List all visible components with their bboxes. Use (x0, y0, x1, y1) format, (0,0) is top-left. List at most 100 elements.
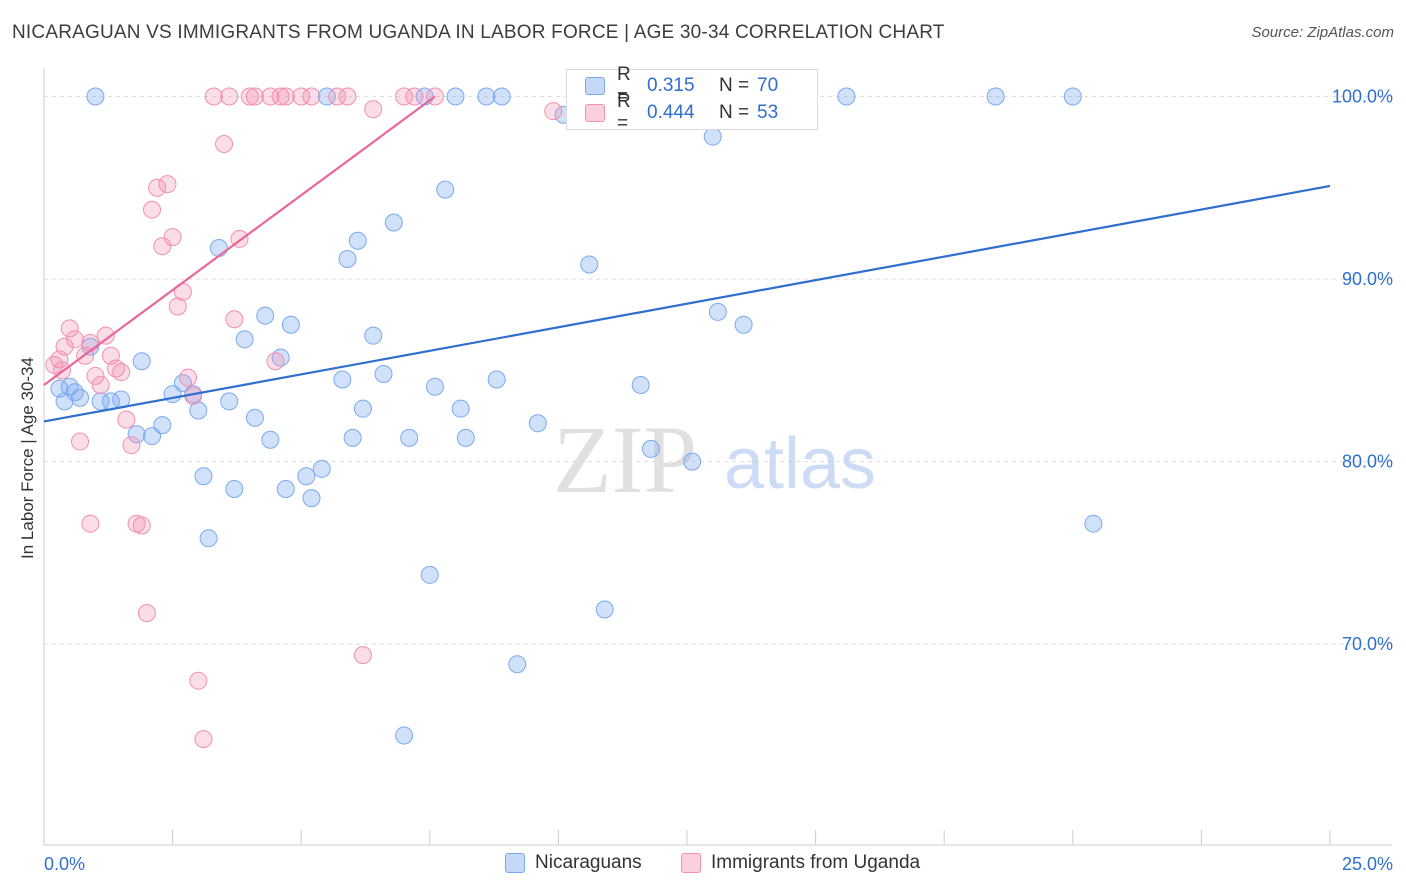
watermark: ZIP atlas (553, 406, 876, 513)
point-nicaraguans (173, 374, 192, 393)
point-uganda (91, 375, 110, 394)
legend-r-label: R = (617, 91, 631, 134)
point-nicaraguans (189, 401, 208, 420)
point-uganda (194, 730, 213, 749)
point-nicaraguans (343, 428, 362, 447)
legend-swatch-nicaraguans (505, 853, 525, 873)
point-uganda (60, 319, 79, 338)
point-uganda (179, 368, 198, 387)
point-uganda (112, 363, 131, 382)
legend-swatch-uganda (681, 853, 701, 873)
point-uganda (220, 87, 239, 106)
point-nicaraguans (425, 377, 444, 396)
point-uganda (81, 514, 100, 533)
point-nicaraguans (446, 87, 465, 106)
point-uganda (261, 87, 280, 106)
point-uganda (215, 134, 234, 153)
point-uganda (276, 87, 295, 106)
point-nicaraguans (302, 489, 321, 508)
point-nicaraguans (456, 428, 475, 447)
point-nicaraguans (256, 306, 275, 325)
point-nicaraguans (317, 87, 336, 106)
point-nicaraguans (477, 87, 496, 106)
point-uganda (292, 87, 311, 106)
legend-swatch-nicaraguans (585, 77, 605, 95)
point-uganda (266, 352, 285, 371)
point-nicaraguans (580, 255, 599, 274)
trend-line-uganda (43, 95, 436, 386)
legend-label-uganda: Immigrants from Uganda (711, 852, 921, 873)
point-nicaraguans (220, 392, 239, 411)
point-nicaraguans (528, 414, 547, 433)
correlation-legend: R = 0.315 N = 70 R = 0.444 N = 53 (566, 64, 818, 134)
point-nicaraguans (631, 375, 650, 394)
data-points (45, 87, 1103, 749)
point-uganda (271, 87, 290, 106)
point-nicaraguans (374, 365, 393, 383)
point-uganda (158, 175, 177, 194)
point-uganda (328, 87, 347, 106)
legend-r-value: 0.444 (647, 102, 695, 123)
point-uganda (245, 87, 264, 106)
legend-n-value: 53 (757, 102, 779, 123)
axes (43, 68, 1392, 846)
legend-row-uganda: R = 0.444 N = 53 (585, 91, 829, 134)
legend-row-nicaraguans: R = 0.315 N = 70 (585, 64, 829, 107)
point-uganda (405, 87, 424, 106)
point-nicaraguans (492, 87, 511, 106)
watermark-zip: ZIP (553, 406, 697, 513)
point-uganda (55, 337, 74, 356)
point-nicaraguans (595, 600, 614, 619)
point-nicaraguans (420, 565, 439, 584)
legend-swatch-uganda (585, 104, 605, 122)
point-nicaraguans (451, 399, 470, 418)
point-uganda (81, 333, 100, 352)
point-nicaraguans (708, 302, 727, 321)
point-nicaraguans (132, 352, 151, 371)
legend-n-label: N = (719, 102, 750, 123)
point-nicaraguans (508, 655, 527, 674)
point-nicaraguans (225, 480, 244, 499)
point-nicaraguans (436, 180, 455, 199)
y-tick-label: 80.0% (1342, 452, 1393, 472)
trend-lines (43, 95, 1331, 423)
point-nicaraguans (199, 529, 218, 548)
legend-n-value: 70 (757, 75, 779, 96)
point-nicaraguans (153, 416, 172, 435)
legend-item-nicaraguans: Nicaraguans (505, 852, 642, 874)
point-uganda (122, 436, 141, 455)
point-nicaraguans (986, 87, 1005, 106)
point-uganda (153, 237, 172, 256)
tick-labels: 70.0% 80.0% 90.0% 100.0% 0.0% 25.0% (44, 87, 1393, 874)
point-nicaraguans (734, 315, 753, 334)
point-uganda (302, 87, 321, 106)
point-uganda (364, 100, 383, 119)
point-nicaraguans (400, 428, 419, 447)
trend-line-nicaraguans (43, 184, 1331, 423)
source-label: Source: ZipAtlas.com (1251, 24, 1394, 41)
point-nicaraguans (353, 399, 372, 418)
legend-r-label: R = (617, 64, 631, 107)
point-uganda (395, 87, 414, 106)
point-uganda (148, 178, 167, 197)
point-uganda (353, 646, 372, 665)
point-nicaraguans (364, 326, 383, 345)
point-nicaraguans (703, 127, 722, 146)
point-uganda (189, 671, 208, 690)
point-nicaraguans (837, 87, 856, 106)
point-nicaraguans (384, 213, 403, 232)
point-uganda (132, 516, 151, 535)
point-nicaraguans (91, 392, 110, 411)
point-uganda (117, 410, 136, 429)
point-nicaraguans (60, 377, 79, 396)
point-nicaraguans (338, 249, 357, 268)
point-nicaraguans (55, 392, 74, 411)
legend-label-nicaraguans: Nicaraguans (535, 852, 642, 873)
point-nicaraguans (65, 383, 84, 402)
y-tick-label: 100.0% (1332, 87, 1393, 107)
point-nicaraguans (683, 452, 702, 471)
point-uganda (168, 297, 187, 316)
watermark-atlas: atlas (724, 424, 876, 504)
point-uganda (338, 87, 357, 106)
